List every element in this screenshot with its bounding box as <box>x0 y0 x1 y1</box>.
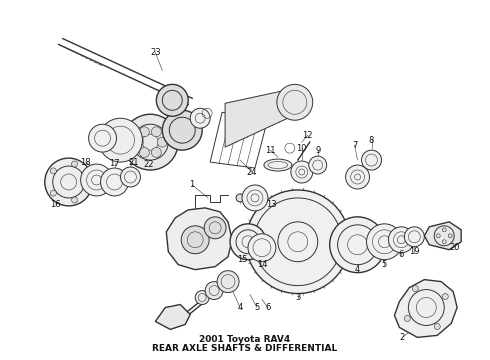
Text: 22: 22 <box>143 159 154 168</box>
Circle shape <box>330 217 386 273</box>
Circle shape <box>277 84 313 120</box>
Text: 15: 15 <box>237 255 247 264</box>
Circle shape <box>230 224 266 260</box>
Text: 19: 19 <box>409 247 419 256</box>
Polygon shape <box>166 208 232 270</box>
Circle shape <box>151 127 161 137</box>
Circle shape <box>72 161 77 167</box>
Text: 11: 11 <box>265 145 275 154</box>
Polygon shape <box>394 280 457 337</box>
Circle shape <box>434 324 440 329</box>
Circle shape <box>50 190 56 196</box>
Circle shape <box>162 110 202 150</box>
Text: 1: 1 <box>190 180 195 189</box>
Text: 18: 18 <box>80 158 91 167</box>
Circle shape <box>404 315 410 321</box>
Text: 14: 14 <box>257 260 267 269</box>
Circle shape <box>404 227 424 247</box>
Text: 13: 13 <box>267 201 277 210</box>
Ellipse shape <box>264 159 292 171</box>
Polygon shape <box>225 89 290 147</box>
Text: REAR AXLE SHAFTS & DIFFERENTIAL: REAR AXLE SHAFTS & DIFFERENTIAL <box>152 344 338 353</box>
Circle shape <box>85 179 91 185</box>
Text: 16: 16 <box>50 201 61 210</box>
Text: 23: 23 <box>150 48 161 57</box>
Circle shape <box>100 168 128 196</box>
Circle shape <box>133 137 144 147</box>
Circle shape <box>190 108 210 128</box>
Circle shape <box>436 234 440 238</box>
Circle shape <box>248 234 276 262</box>
Text: 6: 6 <box>399 250 404 259</box>
Circle shape <box>156 84 188 116</box>
Text: 10: 10 <box>296 144 307 153</box>
Circle shape <box>50 168 56 174</box>
Circle shape <box>345 165 369 189</box>
Circle shape <box>157 137 167 147</box>
Text: 2: 2 <box>400 333 405 342</box>
Circle shape <box>442 293 448 300</box>
Text: 5: 5 <box>254 303 260 312</box>
Text: 8: 8 <box>369 136 374 145</box>
Circle shape <box>205 282 223 300</box>
Text: 4: 4 <box>237 303 243 312</box>
Text: 6: 6 <box>265 303 270 312</box>
Circle shape <box>309 156 327 174</box>
Text: 4: 4 <box>355 265 360 274</box>
Circle shape <box>362 150 382 170</box>
Text: 17: 17 <box>109 158 120 167</box>
Circle shape <box>121 167 141 187</box>
Circle shape <box>89 124 117 152</box>
Circle shape <box>242 185 268 211</box>
Text: 5: 5 <box>382 260 387 269</box>
Circle shape <box>246 190 349 293</box>
Circle shape <box>367 224 402 260</box>
Circle shape <box>122 114 178 170</box>
Circle shape <box>442 228 446 232</box>
Circle shape <box>181 226 209 254</box>
Circle shape <box>195 291 209 305</box>
Circle shape <box>140 148 149 157</box>
Circle shape <box>236 194 244 202</box>
Text: 24: 24 <box>247 167 257 176</box>
Circle shape <box>413 285 418 292</box>
Circle shape <box>217 271 239 293</box>
Circle shape <box>72 197 77 203</box>
Circle shape <box>81 164 113 196</box>
Polygon shape <box>424 222 461 250</box>
Text: 2001 Toyota RAV4: 2001 Toyota RAV4 <box>199 335 291 344</box>
Polygon shape <box>155 305 190 329</box>
Text: 21: 21 <box>128 158 139 167</box>
Text: 7: 7 <box>352 141 357 150</box>
Circle shape <box>151 148 161 157</box>
Circle shape <box>291 161 313 183</box>
Text: 9: 9 <box>315 145 320 154</box>
Circle shape <box>448 234 452 238</box>
Circle shape <box>389 227 415 253</box>
Circle shape <box>45 158 93 206</box>
Text: 12: 12 <box>302 131 313 140</box>
Circle shape <box>98 118 143 162</box>
Text: 20: 20 <box>449 243 460 252</box>
Text: 3: 3 <box>295 293 300 302</box>
Circle shape <box>140 127 149 137</box>
Circle shape <box>442 240 446 244</box>
Circle shape <box>204 217 226 239</box>
